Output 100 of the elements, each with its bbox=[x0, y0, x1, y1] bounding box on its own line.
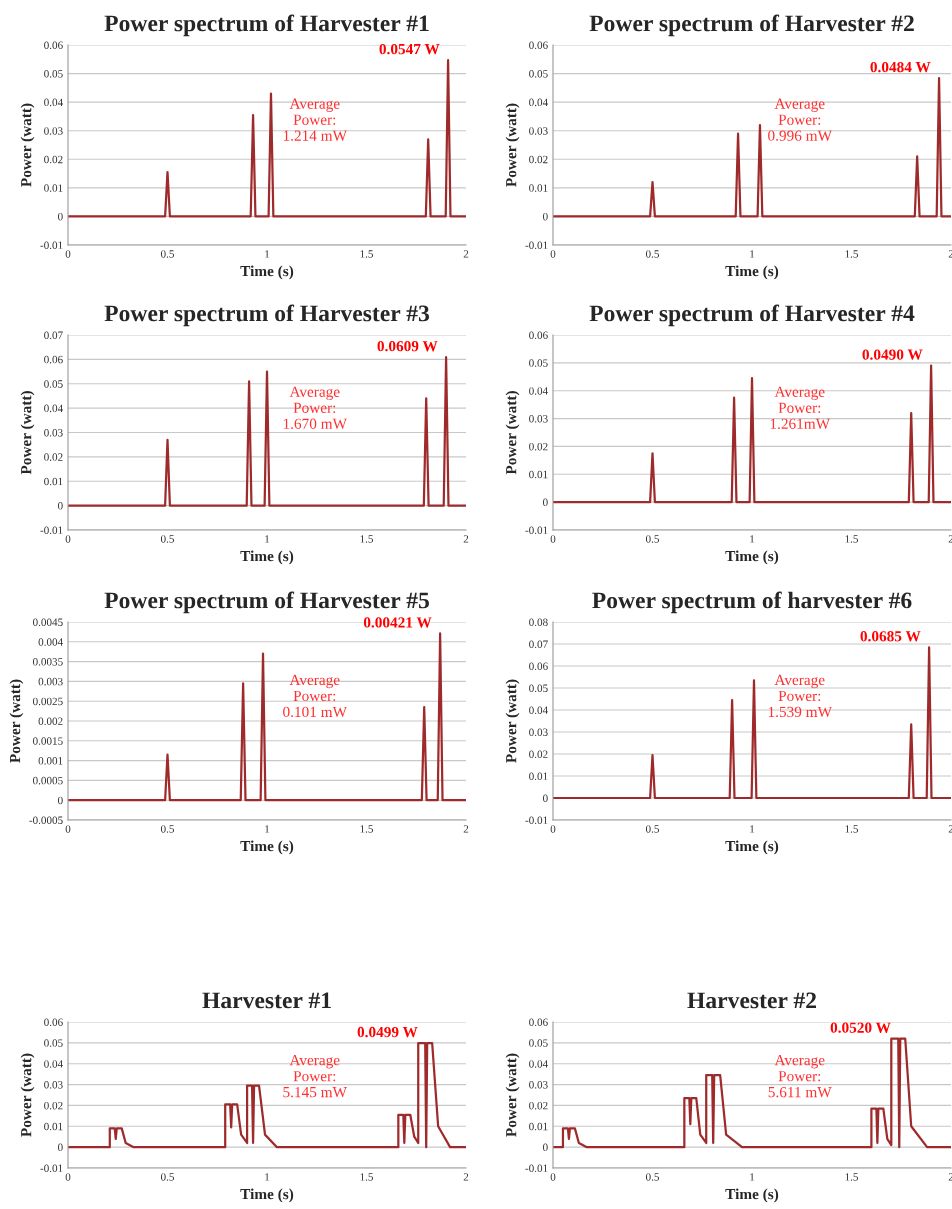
y-tick-label: -0.01 bbox=[525, 816, 548, 825]
x-tick-label: 1.5 bbox=[360, 1173, 374, 1181]
x-axis-title: Time (s) bbox=[725, 550, 779, 565]
y-tick-label: 0.01 bbox=[529, 772, 548, 781]
x-tick-label: 1 bbox=[265, 1173, 270, 1181]
x-tick-label: 2 bbox=[463, 825, 469, 833]
y-tick-label: 0.03 bbox=[44, 1081, 63, 1089]
x-axis-title: Time (s) bbox=[725, 840, 779, 855]
y-axis-title: Power (watt) bbox=[20, 391, 35, 475]
y-axis-title: Power (watt) bbox=[9, 679, 24, 763]
x-tick-label: 0 bbox=[65, 1173, 71, 1181]
x-tick-label: 2 bbox=[463, 1173, 469, 1181]
x-tick-label: 1.5 bbox=[360, 535, 374, 543]
annotation: Average Power: 0.996 mW bbox=[768, 98, 832, 141]
y-tick-label: 0.02 bbox=[44, 1101, 63, 1110]
annotation: Average Power: 5.611 mW bbox=[768, 1055, 832, 1098]
y-tick-label: 0.04 bbox=[529, 1060, 548, 1068]
y-tick-label: 0.02 bbox=[529, 155, 548, 164]
y-axis-title: Power (watt) bbox=[505, 679, 520, 763]
y-tick-label: 0.0015 bbox=[33, 737, 63, 745]
annotation: Average Power: 1.539 mW bbox=[768, 674, 832, 718]
y-tick-label: 0.05 bbox=[529, 1039, 548, 1047]
x-tick-label: 1 bbox=[265, 535, 270, 543]
x-tick-label: 0 bbox=[550, 1173, 556, 1181]
y-tick-label: 0.04 bbox=[529, 706, 548, 715]
x-tick-label: 2 bbox=[463, 250, 469, 258]
y-tick-label: 0.02 bbox=[44, 453, 63, 461]
y-tick-label: 0.03 bbox=[529, 127, 548, 135]
annotation: 0.00421 W bbox=[363, 617, 432, 628]
x-axis-title: Time (s) bbox=[240, 550, 294, 565]
chart-title: Harvester #2 bbox=[687, 992, 817, 1009]
y-tick-label: 0.02 bbox=[529, 1101, 548, 1110]
y-tick-label: 0.0005 bbox=[33, 776, 63, 785]
y-tick-label: 0.05 bbox=[44, 1039, 63, 1047]
y-tick-label: 0.05 bbox=[529, 70, 548, 78]
y-tick-label: 0.02 bbox=[529, 442, 548, 451]
x-tick-label: 1 bbox=[750, 1173, 755, 1181]
line-series bbox=[68, 356, 466, 507]
y-tick-label: 0.02 bbox=[529, 750, 548, 759]
annotation: 0.0499 W bbox=[357, 1026, 418, 1038]
y-tick-label: 0.003 bbox=[38, 677, 63, 686]
x-axis-title: Time (s) bbox=[725, 1188, 779, 1203]
y-axis-title: Power (watt) bbox=[505, 1053, 520, 1137]
x-tick-label: 1 bbox=[750, 535, 755, 543]
y-tick-label: 0.004 bbox=[38, 638, 63, 646]
y-axis-title: Power (watt) bbox=[20, 1053, 35, 1137]
y-axis-title: Power (watt) bbox=[505, 103, 520, 187]
x-tick-label: 1 bbox=[265, 825, 270, 833]
annotation: Average Power: 1.670 mW bbox=[283, 386, 347, 429]
x-tick-label: 0.5 bbox=[645, 535, 660, 543]
x-tick-label: 0.5 bbox=[160, 535, 175, 543]
y-tick-label: 0.002 bbox=[38, 717, 63, 726]
y-tick-label: 0.03 bbox=[529, 1081, 548, 1089]
annotation: 0.0484 W bbox=[870, 61, 931, 73]
x-tick-label: 0 bbox=[65, 825, 71, 833]
y-tick-label: 0.03 bbox=[529, 728, 548, 737]
line-series bbox=[68, 59, 466, 218]
y-tick-label: 0.01 bbox=[529, 184, 548, 192]
y-tick-label: 0.01 bbox=[529, 1122, 548, 1131]
y-tick-label: -0.01 bbox=[525, 241, 548, 250]
annotation: Average Power: 0.101 mW bbox=[283, 674, 347, 718]
y-tick-label: 0 bbox=[543, 1143, 548, 1152]
y-tick-label: 0 bbox=[58, 212, 63, 221]
chart-title: Power spectrum of Harvester #2 bbox=[589, 14, 914, 37]
y-tick-label: 0 bbox=[543, 498, 548, 507]
annotation: 0.0547 W bbox=[379, 43, 440, 55]
annotation: 0.0490 W bbox=[862, 349, 923, 360]
x-tick-label: 1.5 bbox=[845, 250, 859, 258]
y-tick-label: 0.06 bbox=[529, 1018, 548, 1027]
y-tick-label: 0.0035 bbox=[33, 658, 63, 666]
y-tick-label: 0.001 bbox=[38, 757, 63, 765]
annotation: 0.0685 W bbox=[860, 631, 921, 642]
x-tick-label: 1 bbox=[750, 250, 755, 258]
x-tick-label: 1.5 bbox=[845, 1173, 859, 1181]
annotation: Average Power: 1.214 mW bbox=[283, 98, 347, 141]
y-tick-label: 0.05 bbox=[44, 380, 63, 388]
y-tick-label: 0.02 bbox=[44, 155, 63, 164]
y-tick-label: 0.03 bbox=[44, 428, 63, 437]
chart-title: Power spectrum of Harvester #4 bbox=[589, 304, 915, 327]
line-series bbox=[68, 1041, 466, 1149]
y-tick-label: 0.06 bbox=[44, 1018, 63, 1027]
x-tick-label: 0.5 bbox=[160, 250, 175, 258]
x-tick-label: 1.5 bbox=[360, 250, 374, 258]
chart-title: Power spectrum of Harvester #3 bbox=[104, 304, 430, 327]
y-tick-label: 0.08 bbox=[529, 618, 548, 627]
x-tick-label: 1.5 bbox=[845, 825, 859, 833]
y-tick-label: -0.01 bbox=[40, 526, 63, 535]
y-tick-label: 0.01 bbox=[44, 1122, 63, 1131]
y-tick-label: 0.01 bbox=[529, 470, 548, 479]
x-tick-label: 0 bbox=[550, 250, 556, 258]
line-series bbox=[553, 77, 951, 218]
x-tick-label: 0 bbox=[65, 250, 71, 258]
x-tick-label: 0 bbox=[550, 825, 556, 833]
y-tick-label: 0.04 bbox=[44, 404, 63, 413]
chart-title: Power spectrum of Harvester #1 bbox=[104, 14, 429, 37]
y-tick-label: -0.01 bbox=[40, 1164, 63, 1173]
x-tick-label: 0.5 bbox=[645, 1173, 660, 1181]
y-tick-label: -0.01 bbox=[525, 526, 548, 535]
y-tick-label: 0.01 bbox=[44, 184, 63, 192]
x-tick-label: 1.5 bbox=[845, 535, 859, 543]
